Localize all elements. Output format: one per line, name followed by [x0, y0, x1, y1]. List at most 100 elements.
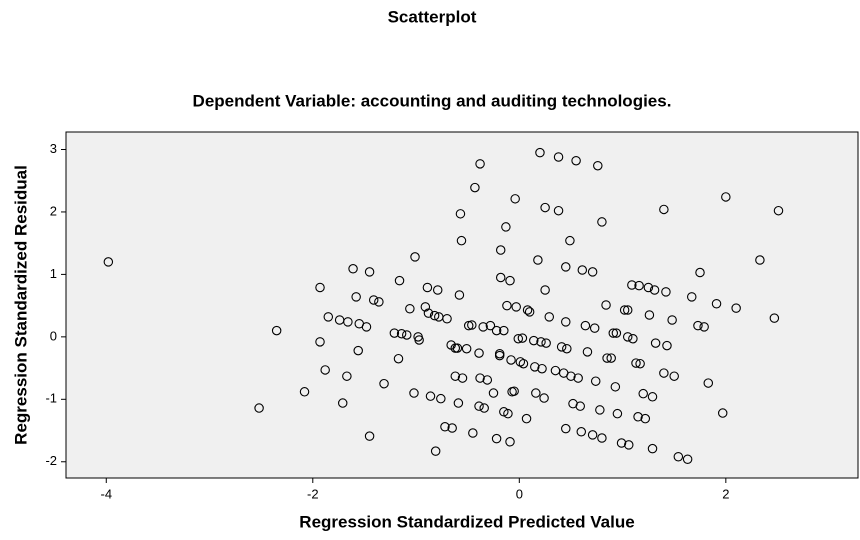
- point: [647, 443, 658, 454]
- point: [454, 290, 465, 300]
- point: [423, 308, 434, 318]
- point: [687, 292, 697, 302]
- point: [601, 300, 611, 310]
- point: [521, 413, 532, 424]
- point: [575, 401, 585, 411]
- x-axis-label: Regression Standardized Predicted Value: [299, 512, 634, 531]
- point: [541, 338, 551, 348]
- point: [536, 337, 546, 347]
- point: [364, 431, 375, 441]
- point: [315, 282, 325, 293]
- y-tick-label: 2: [50, 203, 57, 218]
- point: [550, 365, 561, 376]
- point: [561, 262, 571, 272]
- point: [659, 204, 669, 215]
- point: [533, 255, 543, 265]
- point: [624, 440, 634, 450]
- point: [425, 391, 436, 401]
- point: [587, 267, 598, 277]
- point: [503, 408, 513, 419]
- point: [364, 267, 375, 277]
- point: [573, 373, 583, 383]
- point: [571, 155, 581, 166]
- point: [590, 376, 601, 386]
- point: [436, 393, 446, 404]
- point: [561, 423, 571, 434]
- point: [721, 192, 731, 202]
- point: [478, 322, 488, 332]
- point: [430, 446, 441, 456]
- point: [731, 303, 741, 313]
- point: [577, 265, 588, 275]
- point: [667, 315, 677, 325]
- point: [343, 317, 353, 327]
- point: [409, 388, 419, 398]
- point: [271, 325, 282, 336]
- point: [662, 340, 672, 351]
- point: [457, 373, 468, 383]
- point: [103, 257, 114, 267]
- point: [491, 433, 502, 444]
- point: [420, 302, 431, 312]
- point: [396, 328, 407, 339]
- point: [562, 343, 572, 354]
- point: [452, 343, 463, 353]
- point: [506, 355, 516, 365]
- point: [491, 325, 502, 336]
- point: [348, 264, 358, 274]
- point: [414, 335, 424, 345]
- point: [769, 313, 780, 323]
- point: [773, 205, 784, 216]
- point: [394, 275, 405, 286]
- point: [453, 398, 464, 408]
- point: [587, 430, 598, 440]
- point: [540, 285, 550, 295]
- point: [402, 330, 412, 340]
- point: [442, 313, 452, 324]
- y-axis-label: Regression Standardized Residual: [11, 165, 30, 445]
- point: [513, 333, 524, 344]
- point: [495, 245, 506, 255]
- point: [461, 343, 472, 354]
- point: [669, 371, 679, 381]
- point: [589, 323, 600, 333]
- point: [693, 320, 703, 331]
- point: [593, 160, 603, 171]
- point: [582, 347, 593, 357]
- point: [659, 368, 669, 378]
- point: [432, 285, 443, 295]
- point: [299, 387, 310, 397]
- point: [608, 328, 619, 338]
- point: [602, 353, 612, 363]
- point: [597, 217, 607, 227]
- chart-title: Scatterplot: [388, 7, 477, 26]
- y-tick-label: 3: [50, 141, 57, 156]
- point: [479, 403, 489, 413]
- point: [475, 159, 485, 169]
- y-tick-label: 1: [50, 266, 57, 281]
- point: [389, 328, 400, 338]
- point: [556, 342, 567, 352]
- point: [631, 358, 641, 368]
- point: [695, 267, 705, 278]
- y-tick-label: 0: [50, 328, 57, 343]
- point: [699, 322, 709, 332]
- point: [644, 310, 655, 320]
- point: [522, 305, 533, 315]
- point: [470, 182, 480, 193]
- point: [488, 388, 499, 398]
- point: [447, 423, 457, 433]
- point: [576, 427, 587, 437]
- point: [505, 275, 515, 286]
- point: [315, 337, 325, 347]
- point: [517, 333, 528, 343]
- point: [627, 280, 637, 290]
- point: [485, 320, 496, 331]
- point: [561, 317, 571, 327]
- point: [379, 378, 389, 389]
- point: [254, 403, 264, 413]
- point: [566, 371, 576, 381]
- point: [649, 285, 660, 295]
- point: [633, 412, 643, 422]
